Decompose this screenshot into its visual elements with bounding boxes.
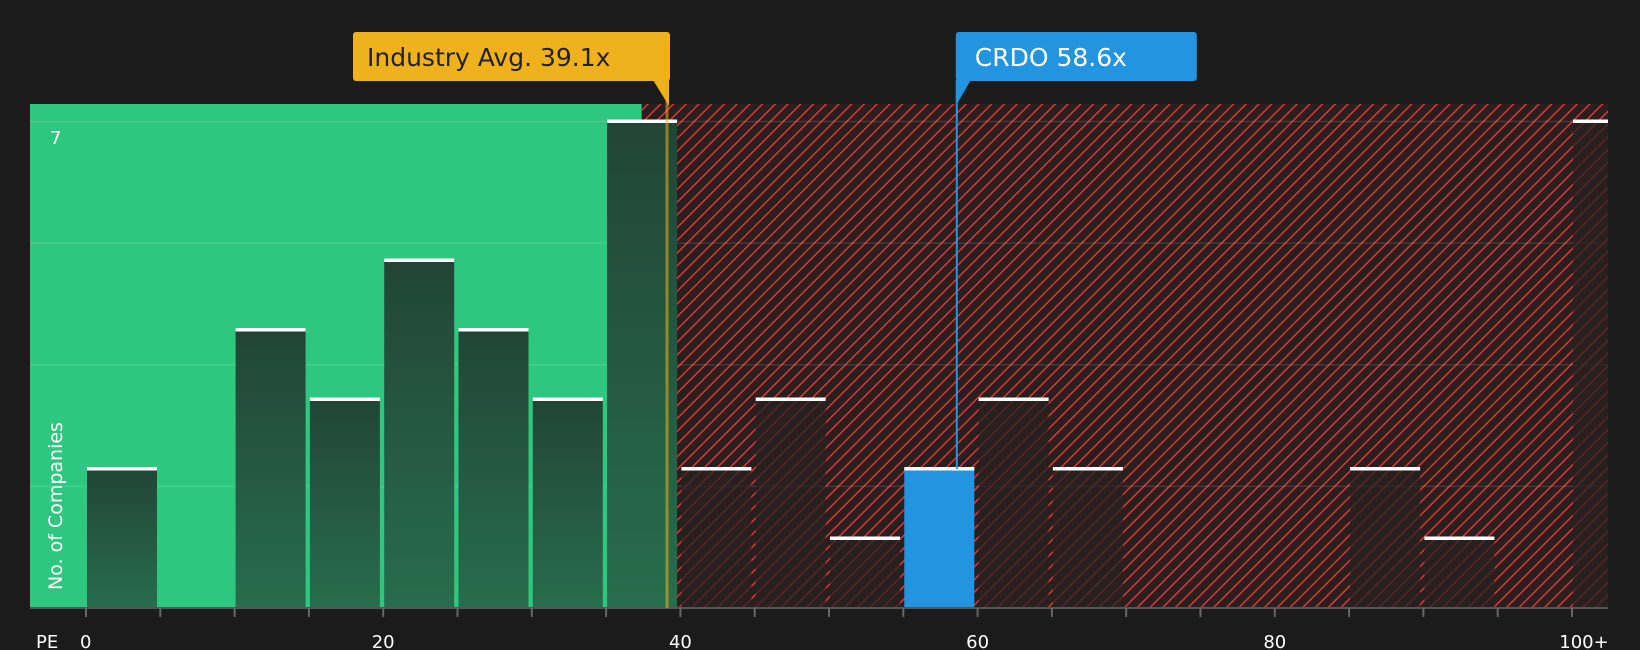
x-axis-label: PE bbox=[36, 632, 58, 650]
bar-top-marker bbox=[1424, 536, 1495, 540]
bar-top-marker bbox=[681, 467, 752, 471]
bar-top-marker bbox=[458, 328, 529, 332]
histogram-bar bbox=[978, 399, 1049, 608]
bar-top-marker bbox=[1573, 119, 1608, 123]
histogram-bar bbox=[1052, 469, 1123, 608]
histogram-bar bbox=[309, 399, 380, 608]
company-pointer bbox=[955, 80, 971, 106]
x-tick-label: 60 bbox=[966, 632, 989, 650]
histogram-bar bbox=[830, 538, 900, 608]
bar-top-marker bbox=[87, 467, 157, 471]
bar-top-marker bbox=[1052, 467, 1123, 471]
x-tick-label: 40 bbox=[669, 632, 692, 650]
bar-top-marker bbox=[309, 397, 380, 401]
histogram-bar bbox=[87, 469, 157, 608]
bar-top-marker bbox=[532, 397, 603, 401]
histogram-bar bbox=[681, 469, 752, 608]
histogram-bar bbox=[904, 469, 975, 608]
company-label: CRDO 58.6x bbox=[975, 43, 1127, 72]
y-tick-label: 7 bbox=[50, 128, 61, 149]
histogram-bar bbox=[458, 330, 529, 608]
bar-top-marker bbox=[384, 258, 455, 262]
x-tick-label: 80 bbox=[1263, 632, 1286, 650]
histogram-bar bbox=[1573, 121, 1608, 608]
histogram-bar bbox=[384, 260, 455, 608]
histogram-bar bbox=[1350, 469, 1421, 608]
bar-top-marker bbox=[755, 397, 826, 401]
bar-top-marker bbox=[235, 328, 306, 332]
company-label-box bbox=[955, 32, 1197, 81]
industry-avg-label: Industry Avg. 39.1x bbox=[367, 43, 610, 72]
histogram-bar bbox=[532, 399, 603, 608]
bar-top-marker bbox=[978, 397, 1049, 401]
bar-top-marker bbox=[830, 536, 900, 540]
histogram-bar bbox=[607, 121, 678, 608]
y-axis-label: No. of Companies bbox=[45, 422, 67, 590]
histogram-bar bbox=[1424, 538, 1495, 608]
industry-avg-label-box bbox=[353, 32, 670, 81]
x-tick-label: 20 bbox=[372, 632, 395, 650]
x-tick-label: 0 bbox=[80, 632, 91, 650]
bar-top-marker bbox=[607, 119, 678, 123]
bar-top-marker bbox=[1350, 467, 1421, 471]
histogram-bar bbox=[755, 399, 826, 608]
bar-top-marker bbox=[904, 467, 975, 471]
industry-avg-pointer bbox=[653, 80, 670, 106]
x-tick-label: 100+ bbox=[1559, 632, 1608, 650]
histogram-bar bbox=[235, 330, 306, 608]
